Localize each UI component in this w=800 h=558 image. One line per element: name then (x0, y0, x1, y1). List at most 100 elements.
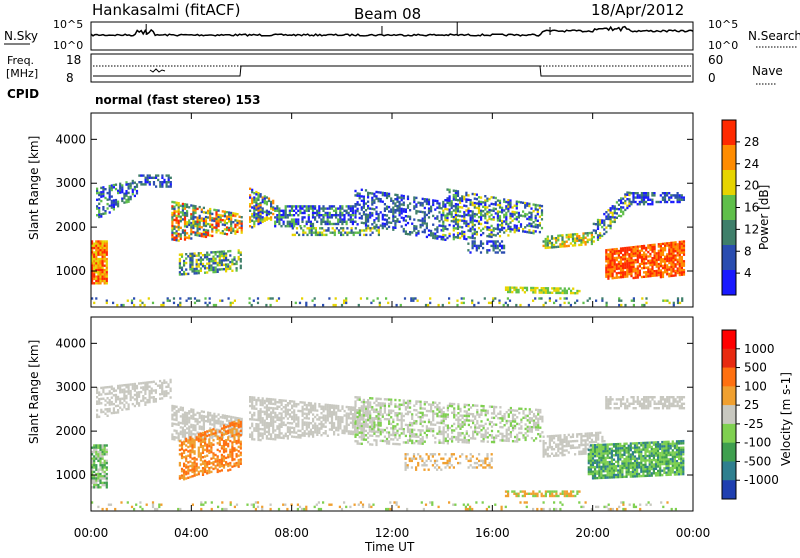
data-cell (662, 196, 664, 198)
data-cell (503, 209, 505, 211)
data-cell (240, 447, 242, 449)
data-cell (179, 265, 181, 267)
data-cell (225, 457, 227, 459)
data-cell (513, 289, 515, 291)
data-cell (369, 443, 371, 445)
data-cell (622, 198, 624, 200)
data-cell (107, 408, 109, 410)
data-cell (274, 416, 276, 418)
data-cell (371, 421, 373, 423)
data-cell (325, 229, 327, 231)
data-cell (233, 449, 235, 451)
data-cell (367, 404, 369, 406)
data-cell (166, 181, 168, 183)
data-cell (104, 404, 106, 406)
data-cell (386, 195, 388, 197)
data-cell (218, 229, 220, 231)
data-cell (106, 302, 108, 304)
data-cell (102, 455, 104, 457)
data-cell (350, 430, 352, 432)
data-cell (253, 221, 255, 223)
data-cell (255, 427, 257, 429)
data-cell (442, 214, 444, 216)
data-cell (185, 262, 187, 264)
data-cell (266, 216, 268, 218)
data-cell (212, 260, 214, 262)
data-cell (297, 423, 299, 425)
data-cell (270, 400, 272, 402)
data-cell (262, 199, 264, 201)
data-cell (647, 255, 649, 257)
data-cell (533, 232, 535, 234)
data-cell (228, 220, 230, 222)
data-cell (198, 265, 200, 267)
data-cell (212, 452, 214, 454)
data-cell (561, 243, 563, 245)
data-cell (371, 406, 373, 408)
data-cell (146, 384, 148, 386)
data-cell (331, 411, 333, 413)
data-cell (633, 277, 635, 279)
data-cell (98, 400, 100, 402)
data-cell (335, 427, 337, 429)
data-cell (233, 441, 235, 443)
data-cell (107, 207, 109, 209)
data-cell (231, 459, 233, 461)
data-cell (386, 206, 388, 208)
data-cell (204, 449, 206, 451)
data-cell (442, 238, 444, 240)
data-cell (386, 228, 388, 230)
data-cell (202, 263, 204, 265)
data-cell (470, 210, 472, 212)
data-cell (221, 432, 223, 434)
data-cell (293, 223, 295, 225)
data-cell (220, 232, 222, 234)
data-cell (597, 239, 599, 241)
data-cell (107, 192, 109, 194)
data-cell (566, 290, 568, 292)
data-cell (358, 407, 360, 409)
data-cell (507, 203, 509, 205)
data-cell (238, 459, 240, 461)
data-cell (302, 412, 304, 414)
data-cell (278, 432, 280, 434)
data-cell (205, 220, 207, 222)
data-cell (185, 444, 187, 446)
data-cell (104, 466, 106, 468)
data-cell (474, 215, 476, 217)
data-cell (251, 220, 253, 222)
data-cell (274, 434, 276, 436)
data-cell (612, 273, 614, 275)
data-cell (509, 228, 511, 230)
data-cell (386, 192, 388, 194)
data-cell (382, 413, 384, 415)
data-cell (480, 251, 482, 253)
data-cell (509, 199, 511, 201)
data-cell (134, 195, 136, 197)
data-cell (405, 208, 407, 210)
data-cell (375, 439, 377, 441)
data-cell (505, 218, 507, 220)
data-cell (635, 196, 637, 198)
data-cell (314, 409, 316, 411)
data-cell (512, 220, 514, 222)
data-cell (662, 276, 664, 278)
data-cell (605, 251, 607, 253)
data-cell (560, 292, 562, 294)
data-cell (176, 430, 178, 432)
data-cell (484, 208, 486, 210)
data-cell (357, 232, 359, 234)
data-cell (176, 219, 178, 221)
data-cell (578, 239, 580, 241)
data-cell (224, 215, 226, 217)
data-cell (123, 391, 125, 393)
data-cell (327, 413, 329, 415)
data-cell (93, 243, 95, 245)
data-cell (227, 425, 229, 427)
data-cell (312, 409, 314, 411)
data-cell (149, 401, 151, 403)
data-cell (482, 228, 484, 230)
data-cell (359, 412, 361, 414)
data-cell (194, 221, 196, 223)
data-cell (260, 215, 262, 217)
